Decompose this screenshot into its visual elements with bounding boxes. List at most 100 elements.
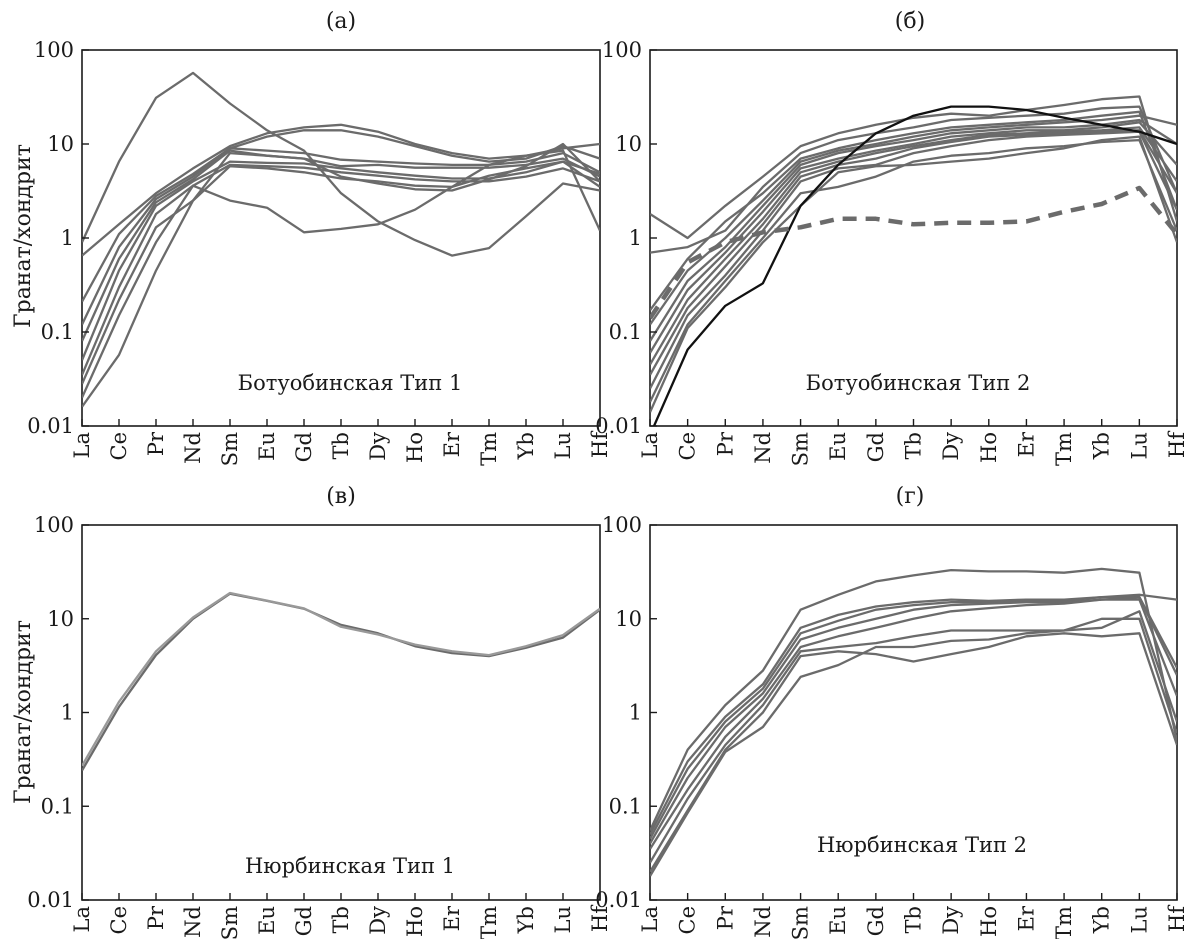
x-tick-label-c-Gd: Gd	[292, 906, 316, 936]
series-line-a-4	[82, 147, 600, 326]
series-line-a-10	[82, 149, 600, 399]
x-tick-label-c-Lu: Lu	[551, 906, 575, 933]
panel-title-d: (г)	[896, 484, 925, 509]
x-tick-label-d-Tb: Tb	[902, 906, 926, 933]
x-tick-label-c-Dy: Dy	[366, 906, 390, 935]
series-line-d-3	[650, 595, 1177, 840]
x-tick-label-b-Yb: Yb	[1090, 432, 1114, 460]
x-tick-label-a-Pr: Pr	[144, 431, 168, 456]
panel-b: (б) 0.01 0.1 1 10 100 La Ce Pr Nd Sm Eu Gd Tb Dy Ho Er…	[595, 9, 1185, 466]
x-tick-label-c-Eu: Eu	[255, 906, 279, 935]
series-layer-c	[82, 591, 600, 772]
series-line-b-4	[650, 114, 1177, 326]
series-line-d-6	[650, 610, 1177, 864]
y-axis-label-top: Гранат/хондрит	[11, 144, 36, 328]
x-tick-label-a-Ce: Ce	[107, 432, 131, 461]
x-tick-label-a-Tb: Tb	[329, 432, 353, 459]
x-tick-label-a-Ho: Ho	[403, 432, 427, 463]
series-line-dashed-b-13	[650, 185, 1177, 320]
x-tick-label-d-Yb: Yb	[1090, 906, 1114, 934]
annotation-c: Нюрбинская Тип 1	[245, 854, 455, 878]
x-tick-label-b-Er: Er	[1014, 431, 1038, 457]
panel-title-a: (а)	[326, 9, 356, 34]
x-tick-label-c-Tb: Tb	[329, 906, 353, 933]
x-axis-ticks-d: La Ce Pr Nd Sm Eu Gd Tb Dy Ho Er Tm Yb Lu Hf	[638, 893, 1185, 940]
annotation-a: Ботуобинская Тип 1	[238, 371, 463, 395]
x-tick-label-c-Yb: Yb	[514, 906, 538, 934]
panel-c: (в) Гранат/хондрит 0.01 0.1 1 10 100 La Ce Pr N…	[11, 484, 612, 940]
y-tick-label-d-0: 0.01	[595, 888, 642, 912]
series-layer-a	[82, 71, 600, 408]
x-tick-label-c-Ho: Ho	[403, 906, 427, 937]
series-line-b-7	[650, 126, 1177, 366]
x-tick-label-a-Eu: Eu	[255, 432, 279, 461]
y-tick-label-a-4: 100	[34, 38, 74, 62]
x-tick-label-d-Gd: Gd	[864, 906, 888, 936]
annotation-d: Нюрбинская Тип 2	[817, 833, 1027, 857]
x-tick-label-c-Pr: Pr	[144, 905, 168, 930]
y-axis-ticks-a: 0.01 0.1 1 10 100	[27, 38, 89, 438]
series-line-b-9	[650, 130, 1177, 390]
y-tick-label-b-4: 100	[602, 38, 642, 62]
annotation-b: Ботуобинская Тип 2	[806, 371, 1031, 395]
x-tick-label-a-Dy: Dy	[366, 432, 390, 461]
series-line-d-4	[650, 595, 1177, 845]
x-tick-label-a-Hf: Hf	[588, 430, 612, 458]
x-tick-label-c-La: La	[70, 906, 94, 932]
x-tick-label-b-Nd: Nd	[751, 432, 775, 464]
series-layer-b	[650, 95, 1177, 426]
series-line-d-1	[650, 567, 1177, 832]
series-line-c-2	[82, 591, 600, 767]
series-line-a-7	[82, 163, 600, 376]
y-axis-ticks-c: 0.01 0.1 1 10 100	[27, 513, 89, 912]
x-tick-label-b-Hf: Hf	[1165, 430, 1185, 458]
series-line-b-2	[650, 105, 1177, 254]
y-tick-label-b-3: 10	[615, 132, 642, 156]
y-tick-label-c-0: 0.01	[27, 888, 74, 912]
panel-a: (а) Гранат/хондрит 0.01 0.1 1 10 100 La Ce Pr N…	[11, 9, 612, 466]
series-line-c-1	[82, 592, 600, 772]
x-tick-label-b-Eu: Eu	[826, 432, 850, 461]
x-tick-label-b-Dy: Dy	[939, 432, 963, 461]
x-axis-ticks-c: La Ce Pr Nd Sm Eu Gd Tb Dy Ho Er Tm Yb Lu Hf	[70, 893, 612, 940]
x-tick-label-a-Er: Er	[440, 431, 464, 457]
panel-title-b: (б)	[895, 9, 925, 34]
x-tick-label-b-Lu: Lu	[1127, 432, 1151, 459]
y-tick-label-c-1: 0.1	[41, 794, 74, 818]
x-tick-label-b-Gd: Gd	[864, 432, 888, 462]
series-line-b-1	[650, 95, 1177, 240]
series-line-d-2	[650, 593, 1177, 836]
x-tick-label-a-Tm: Tm	[477, 432, 501, 466]
y-tick-label-c-2: 1	[61, 701, 74, 725]
plot-frame-c	[81, 524, 601, 901]
y-tick-label-d-3: 10	[615, 607, 642, 631]
y-axis-ticks-b: 0.01 0.1 1 10 100	[595, 38, 657, 438]
x-tick-label-c-Ce: Ce	[107, 906, 131, 935]
series-line-a-9	[82, 142, 600, 408]
y-tick-label-a-2: 1	[61, 226, 74, 250]
y-tick-label-b-2: 1	[629, 226, 642, 250]
y-tick-label-b-0: 0.01	[595, 414, 642, 438]
y-tick-label-c-3: 10	[47, 607, 74, 631]
x-tick-label-a-Yb: Yb	[514, 432, 538, 460]
series-layer-d	[650, 567, 1177, 877]
plot-frame-b	[649, 49, 1178, 427]
x-tick-label-c-Nd: Nd	[181, 906, 205, 938]
series-line-b-5	[650, 118, 1177, 342]
x-tick-label-a-Gd: Gd	[292, 432, 316, 462]
series-line-b-11	[650, 135, 1177, 413]
series-line-b-6	[650, 121, 1177, 354]
panel-d: (г) 0.01 0.1 1 10 100 La Ce Pr Nd Sm Eu Gd Tb Dy Ho Er…	[595, 484, 1185, 940]
y-tick-label-d-1: 0.1	[609, 794, 642, 818]
y-axis-label-bottom: Гранат/хондрит	[11, 620, 36, 804]
x-axis-ticks-b: La Ce Pr Nd Sm Eu Gd Tb Dy Ho Er Tm Yb Lu Hf	[638, 419, 1185, 466]
series-line-a-6	[82, 160, 600, 361]
y-tick-label-a-3: 10	[47, 132, 74, 156]
x-tick-label-d-Pr: Pr	[713, 905, 737, 930]
series-line-a-5	[82, 149, 600, 342]
y-axis-ticks-d: 0.01 0.1 1 10 100	[595, 513, 657, 912]
x-tick-label-a-Sm: Sm	[218, 432, 242, 466]
x-tick-label-b-Pr: Pr	[713, 431, 737, 456]
